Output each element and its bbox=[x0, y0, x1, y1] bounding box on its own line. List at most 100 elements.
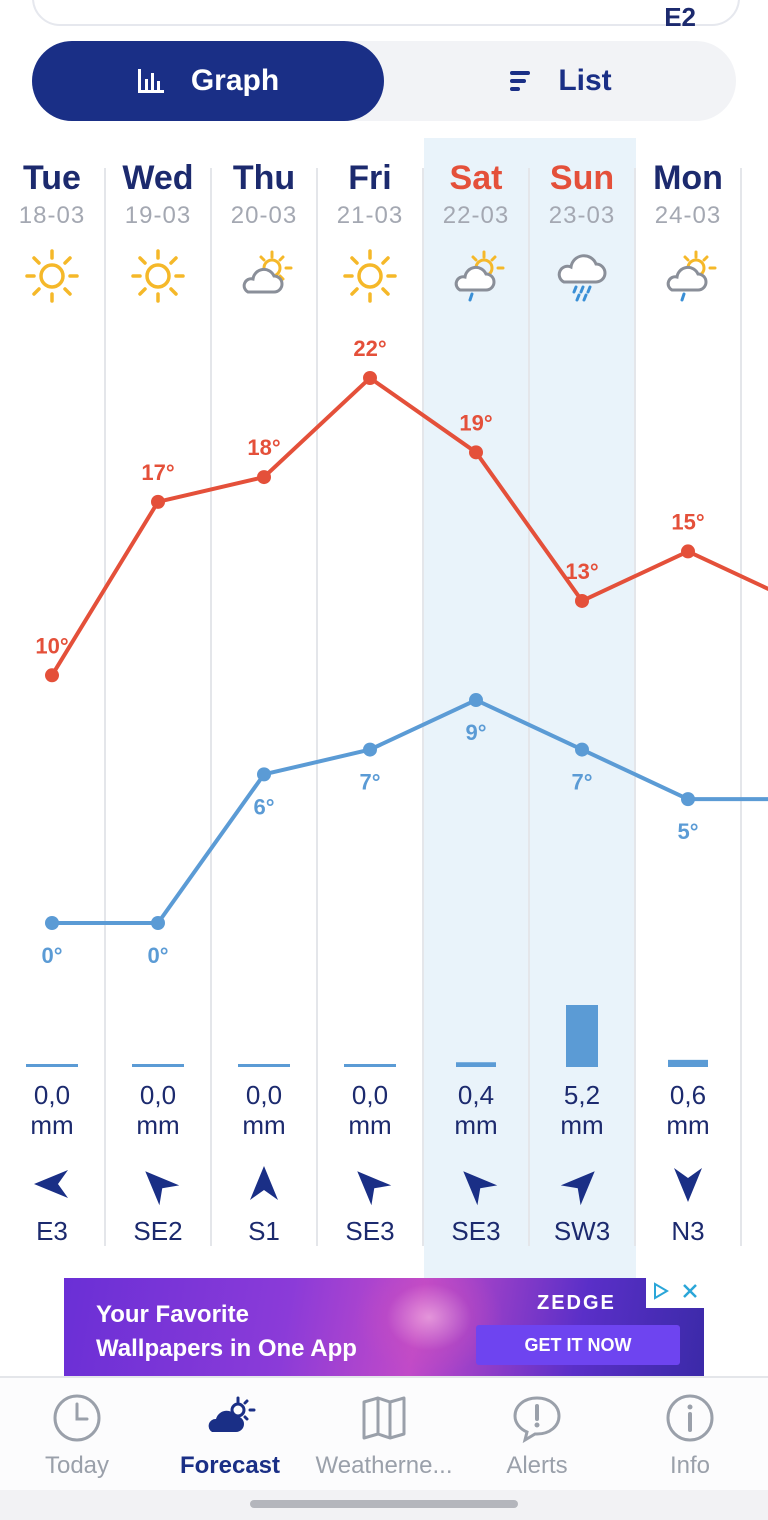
day-column-header[interactable]: Wed 19-03 bbox=[105, 158, 211, 306]
day-date: 23-03 bbox=[548, 202, 616, 229]
min-temp-label: 5° bbox=[677, 819, 698, 844]
max-temp-label: 17° bbox=[141, 460, 174, 485]
day-date: 24-03 bbox=[654, 202, 722, 229]
day-column-header[interactable]: Thu 20-03 bbox=[211, 158, 317, 306]
max-temp-point bbox=[151, 494, 165, 509]
tab-label: Forecast bbox=[179, 1452, 281, 1479]
column-divider bbox=[104, 168, 106, 1246]
column-divider bbox=[316, 168, 318, 1246]
max-temp-point bbox=[469, 445, 483, 460]
ad-controls bbox=[646, 1278, 704, 1308]
sun-icon bbox=[22, 246, 82, 306]
max-temp-label: 22° bbox=[353, 336, 386, 361]
precip-bar bbox=[132, 1064, 184, 1067]
view-toggle: Graph List bbox=[32, 41, 736, 121]
wind-arrow-icon bbox=[560, 1171, 595, 1206]
precip-bar bbox=[566, 1005, 598, 1067]
day-column-header[interactable]: Fri 21-03 bbox=[317, 158, 423, 306]
graph-tab-button[interactable]: Graph bbox=[32, 41, 384, 121]
precip-unit: mm bbox=[242, 1110, 286, 1140]
tab-sun-cloud[interactable]: Forecast bbox=[153, 1392, 307, 1480]
column-divider bbox=[528, 168, 530, 1246]
max-temp-label: 13° bbox=[565, 559, 598, 584]
min-temp-label: 0° bbox=[41, 943, 62, 968]
precip-value: 0,0 bbox=[351, 1080, 389, 1110]
wind-label: SE3 bbox=[451, 1216, 501, 1246]
precip-value: 0,4 bbox=[457, 1080, 495, 1110]
temperature-chart: 10° 17° 18° 22° 19° 13° 15° 0° 0° 6° 7° 9° 7° 5° bbox=[26, 336, 768, 1067]
precipitation-amount: 0,0 mm bbox=[317, 1080, 423, 1140]
precipitation-amount: 5,2 mm bbox=[529, 1080, 635, 1140]
list-tab-button[interactable]: List bbox=[384, 41, 736, 121]
wind-label: E3 bbox=[36, 1216, 68, 1246]
column-divider bbox=[740, 168, 742, 1246]
wind-label: SE2 bbox=[133, 1216, 183, 1246]
ad-headline-line-2: Wallpapers in One App bbox=[96, 1335, 357, 1362]
map-book-icon bbox=[307, 1392, 461, 1444]
column-divider bbox=[422, 168, 424, 1246]
partly-cloudy-icon bbox=[234, 246, 294, 306]
tab-info[interactable]: Info bbox=[613, 1392, 767, 1480]
min-temp-label: 9° bbox=[465, 720, 486, 745]
wind-label: SE3 bbox=[345, 1216, 395, 1246]
column-divider bbox=[210, 168, 212, 1246]
wind-indicator: E3 bbox=[0, 1162, 105, 1247]
max-temp-point bbox=[681, 544, 695, 559]
home-indicator-area bbox=[0, 1490, 768, 1520]
min-temp-point bbox=[681, 792, 695, 807]
precip-unit: mm bbox=[30, 1110, 74, 1140]
min-temp-point bbox=[363, 742, 377, 757]
tab-label: Alerts bbox=[506, 1452, 568, 1479]
day-date: 18-03 bbox=[18, 202, 86, 229]
min-temp-label: 6° bbox=[253, 794, 274, 819]
ad-headline: Your Favorite Wallpapers in One App bbox=[96, 1298, 357, 1366]
min-temp-line bbox=[52, 698, 768, 925]
wind-indicator: S1 bbox=[211, 1162, 317, 1247]
max-temp-label: 10° bbox=[35, 633, 68, 658]
partly-cloudy-rain-icon bbox=[658, 246, 718, 306]
advertisement-banner[interactable]: Your Favorite Wallpapers in One App ZEDG… bbox=[64, 1278, 704, 1376]
min-temp-point bbox=[151, 916, 165, 930]
previous-card-wind-label: E2 bbox=[664, 2, 696, 32]
tab-map-book[interactable]: Weatherne... bbox=[307, 1392, 461, 1480]
tab-alert-bubble[interactable]: Alerts bbox=[460, 1392, 614, 1480]
wind-indicator: N3 bbox=[635, 1162, 741, 1247]
max-temp-point bbox=[45, 668, 59, 683]
day-column-header[interactable]: Mon 24-03 bbox=[635, 158, 741, 306]
max-temp-label: 19° bbox=[459, 410, 492, 435]
day-date: 20-03 bbox=[230, 202, 298, 229]
sun-icon bbox=[128, 246, 188, 306]
day-name: Tue bbox=[23, 159, 81, 197]
tab-label: Today bbox=[44, 1452, 110, 1479]
tab-label: Weatherne... bbox=[315, 1452, 453, 1479]
ad-choices-icon[interactable] bbox=[651, 1281, 671, 1306]
bar-chart-icon bbox=[137, 67, 165, 95]
day-date: 21-03 bbox=[336, 202, 404, 229]
day-name: Mon bbox=[653, 159, 723, 197]
precip-unit: mm bbox=[560, 1110, 604, 1140]
min-temp-point bbox=[575, 742, 589, 757]
ad-close-icon[interactable] bbox=[681, 1282, 699, 1305]
day-column-header[interactable]: Sun 23-03 bbox=[529, 158, 635, 306]
precip-unit: mm bbox=[136, 1110, 180, 1140]
precip-value: 5,2 bbox=[563, 1080, 601, 1110]
max-temp-point bbox=[575, 593, 589, 608]
wind-arrow-icon bbox=[674, 1168, 702, 1202]
wind-indicator: SE3 bbox=[317, 1162, 423, 1247]
wind-indicator: SW3 bbox=[529, 1162, 635, 1247]
precip-unit: mm bbox=[666, 1110, 710, 1140]
min-temp-point bbox=[257, 767, 271, 782]
wind-indicator: SE2 bbox=[105, 1162, 211, 1247]
precip-unit: mm bbox=[348, 1110, 392, 1140]
day-column-header[interactable]: Sat 22-03 bbox=[423, 158, 529, 306]
tab-clock[interactable]: Today bbox=[0, 1392, 154, 1480]
min-temp-point bbox=[469, 693, 483, 708]
previous-card: E2 bbox=[32, 0, 740, 32]
ad-cta-button[interactable]: GET IT NOW bbox=[476, 1325, 680, 1365]
sun-cloud-icon bbox=[153, 1392, 307, 1444]
day-name: Fri bbox=[348, 159, 392, 197]
alert-bubble-icon bbox=[460, 1392, 614, 1444]
list-icon bbox=[508, 69, 532, 93]
day-column-header[interactable]: Tue 18-03 bbox=[0, 158, 105, 306]
precipitation-amount: 0,0 mm bbox=[0, 1080, 105, 1140]
